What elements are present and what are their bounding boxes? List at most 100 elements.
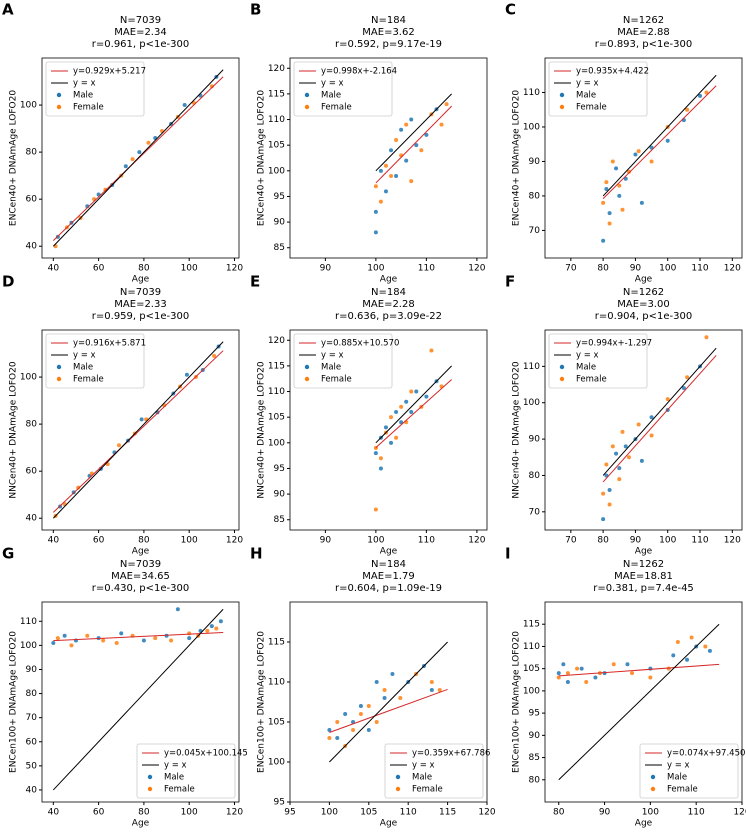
- point: [614, 451, 619, 456]
- point: [424, 394, 429, 399]
- x-tick-label: 110: [418, 264, 435, 274]
- legend-label: y=0.998x+-2.164: [321, 67, 397, 77]
- point: [378, 199, 383, 204]
- panel-title: MAE=3.62: [362, 27, 414, 38]
- panel-title: r=0.430, p<1e-300: [92, 583, 189, 594]
- point: [214, 626, 219, 631]
- legend-label: Male: [73, 363, 93, 373]
- point: [373, 507, 378, 512]
- legend-label: Female: [576, 103, 607, 113]
- x-tick-label: 90: [320, 264, 332, 274]
- y-axis-label: NNCen40+ DNAmAge LOFO20: [257, 361, 267, 498]
- point: [639, 458, 644, 463]
- point: [382, 688, 387, 692]
- point: [187, 636, 192, 641]
- x-tick-label: 100: [181, 536, 198, 546]
- x-tick-label: 40: [48, 536, 60, 546]
- panel-title: MAE=2.34: [114, 27, 166, 38]
- point: [374, 680, 379, 684]
- point: [409, 117, 414, 122]
- x-axis-label: Age: [635, 547, 653, 557]
- y-tick-label: 115: [268, 638, 285, 648]
- point: [175, 607, 180, 612]
- point: [620, 207, 625, 212]
- legend-box: [45, 61, 145, 117]
- axes-frame: [544, 57, 743, 259]
- panel-title: N=184: [371, 559, 406, 570]
- legend-dot: [395, 786, 401, 792]
- panel-title: N=184: [371, 287, 406, 298]
- point: [399, 420, 404, 425]
- point: [394, 410, 399, 415]
- legend-label: y = x: [576, 351, 599, 361]
- x-tick-label: 115: [439, 808, 456, 818]
- panel-letter: F: [505, 273, 515, 291]
- x-tick-label: 100: [321, 808, 338, 818]
- legend-label: y=0.994x+-1.297: [576, 339, 652, 349]
- point: [648, 666, 653, 671]
- y-tick-label: 80: [529, 191, 541, 201]
- x-axis-label: Age: [380, 275, 398, 285]
- legend-label: y=0.935x+4.422: [576, 67, 649, 77]
- y-tick-label: 60: [26, 195, 38, 205]
- point: [429, 680, 434, 684]
- point: [620, 429, 625, 434]
- legend-label: y=0.045x+100.145: [164, 749, 248, 759]
- x-tick-label: 100: [367, 264, 384, 274]
- y-axis-label: ENCen100+ DNAmAge LOFO20: [512, 631, 522, 773]
- y-axis-label: ENCen40+ DNAmAge LOFO20: [257, 90, 267, 226]
- point: [51, 640, 56, 645]
- point: [130, 157, 135, 162]
- point: [437, 688, 442, 692]
- x-tick-label: 120: [733, 808, 746, 818]
- fit-line: [375, 93, 452, 172]
- point: [617, 466, 622, 471]
- fit-line: [602, 74, 717, 197]
- point: [85, 633, 90, 638]
- x-tick-label: 80: [138, 264, 150, 274]
- y-axis-label: ENCen100+ DNAmAge LOFO20: [257, 631, 267, 773]
- panel-title: r=0.381, p=7.4e-45: [593, 583, 694, 594]
- point: [579, 666, 584, 671]
- legend-box: [548, 333, 648, 389]
- x-tick-label: 80: [553, 808, 565, 818]
- point: [205, 628, 210, 633]
- point: [630, 671, 635, 676]
- point: [639, 200, 644, 205]
- fit-line: [52, 69, 224, 247]
- y-tick-label: 115: [268, 89, 285, 99]
- x-tick-label: 120: [724, 264, 741, 274]
- fit-line: [375, 105, 452, 184]
- x-tick-label: 120: [226, 808, 243, 818]
- y-tick-label: 40: [26, 514, 38, 524]
- point: [383, 163, 388, 168]
- legend-label: y=0.885x+10.570: [321, 339, 399, 349]
- y-tick-label: 80: [26, 420, 38, 430]
- point: [607, 502, 612, 507]
- point: [626, 169, 631, 174]
- point: [409, 389, 414, 394]
- point: [666, 666, 671, 671]
- y-tick-label: 110: [268, 678, 285, 688]
- x-tick-label: 40: [48, 264, 60, 274]
- legend-dot: [650, 786, 656, 792]
- x-tick-label: 110: [688, 808, 705, 818]
- point: [404, 158, 409, 163]
- x-tick-label: 120: [468, 264, 485, 274]
- point: [601, 238, 606, 243]
- y-tick-label: 95: [274, 464, 285, 474]
- x-tick-label: 80: [138, 808, 150, 818]
- panel-letter: C: [505, 1, 516, 19]
- point: [394, 138, 399, 143]
- legend-dot: [56, 364, 62, 370]
- point: [378, 466, 383, 471]
- y-tick-label: 90: [529, 157, 541, 167]
- y-tick-label: 60: [26, 467, 38, 477]
- point: [390, 672, 395, 676]
- y-tick-label: 100: [523, 398, 540, 408]
- y-tick-label: 90: [529, 435, 541, 445]
- legend-label: y = x: [576, 79, 599, 89]
- point: [414, 143, 419, 148]
